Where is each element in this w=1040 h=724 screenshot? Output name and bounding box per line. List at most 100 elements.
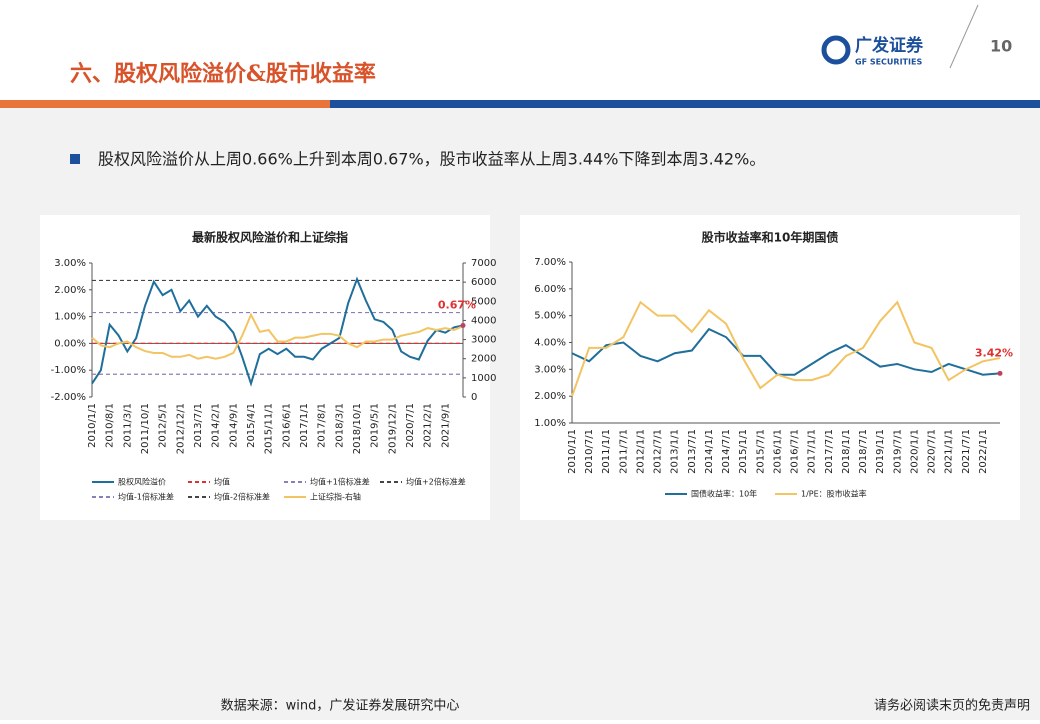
legend-label: 均值-1倍标准差	[118, 492, 174, 502]
x-tick-label: 2017/1/1	[807, 429, 818, 474]
x-tick-label: 2015/11/1	[264, 403, 275, 454]
x-tick-label: 2014/2/1	[211, 403, 222, 448]
y2-tick-label: 0	[471, 392, 477, 403]
end-marker	[460, 322, 466, 328]
x-tick-label: 2010/7/1	[584, 429, 595, 474]
y-tick-label: 1.00%	[534, 418, 566, 429]
y-tick-label: 3.00%	[534, 364, 566, 375]
legend-label: 均值	[214, 477, 230, 487]
x-tick-label: 2012/12/1	[175, 403, 186, 454]
series-line	[91, 312, 464, 360]
series-line	[571, 327, 1001, 376]
y-tick-label: -1.00%	[51, 365, 86, 376]
x-tick-label: 2011/7/1	[618, 429, 629, 474]
chart-title: 股市收益率和10年期国债	[702, 230, 839, 245]
series-line	[571, 300, 1001, 397]
end-marker	[997, 370, 1003, 376]
legend-label: 均值+2倍标准差	[406, 477, 466, 487]
footer-disclaimer: 请务必阅读末页的免责声明	[874, 698, 1030, 714]
x-tick-label: 2014/7/1	[721, 429, 732, 474]
x-tick-label: 2013/7/1	[193, 403, 204, 448]
x-tick-label: 2015/7/1	[755, 429, 766, 474]
x-tick-label: 2018/1/1	[841, 429, 852, 474]
y-tick-label: 4.00%	[534, 338, 566, 349]
x-tick-label: 2011/1/1	[601, 429, 612, 474]
y-tick-label: 2.00%	[54, 285, 86, 296]
y-tick-label: 0.00%	[54, 338, 86, 349]
legend-label: 均值-2倍标准差	[214, 492, 270, 502]
y2-tick-label: 2000	[471, 354, 496, 365]
x-tick-label: 2021/2/1	[423, 403, 434, 448]
legend-label: 股权风险溢价	[118, 477, 166, 487]
x-tick-label: 2012/7/1	[653, 429, 664, 474]
x-tick-label: 2012/1/1	[635, 429, 646, 474]
y2-tick-label: 4000	[471, 315, 496, 326]
annotation: 3.42%	[975, 346, 1013, 359]
x-tick-label: 2016/6/1	[281, 403, 292, 448]
y-tick-label: -2.00%	[51, 392, 86, 403]
x-tick-label: 2021/7/1	[961, 429, 972, 474]
x-tick-label: 2017/7/1	[824, 429, 835, 474]
x-tick-label: 2020/1/1	[909, 429, 920, 474]
divider	[949, 4, 979, 69]
logo-en: GF SECURITIES	[855, 58, 922, 67]
x-tick-label: 2022/1/1	[978, 429, 989, 474]
y2-tick-label: 3000	[471, 335, 496, 346]
x-tick-label: 2015/1/1	[738, 429, 749, 474]
x-tick-label: 2015/4/1	[246, 403, 257, 448]
x-tick-label: 2013/7/1	[687, 429, 698, 474]
page-number: 10	[990, 37, 1012, 56]
x-tick-label: 2012/5/1	[158, 403, 169, 448]
y2-tick-label: 5000	[471, 296, 496, 307]
header-bar	[0, 100, 1040, 108]
x-tick-label: 2019/7/1	[892, 429, 903, 474]
y2-tick-label: 7000	[471, 258, 496, 269]
y-tick-label: 7.00%	[534, 257, 566, 268]
x-tick-label: 2014/1/1	[704, 429, 715, 474]
x-tick-label: 2010/1/1	[87, 403, 98, 448]
y-tick-label: 1.00%	[54, 312, 86, 323]
footer-source: 数据来源：wind，广发证券发展研究中心	[221, 698, 460, 714]
legend-label: 上证综指-右轴	[310, 492, 361, 502]
x-tick-label: 2014/9/1	[228, 403, 239, 448]
chart-bg	[40, 215, 490, 520]
legend-label: 1/PE：股市收益率	[801, 489, 867, 499]
legend-label: 国债收益率：10年	[691, 489, 757, 499]
header-bar-accent	[0, 100, 330, 108]
series-line	[91, 276, 464, 387]
logo-text: 广发证券	[855, 35, 924, 56]
x-tick-label: 2013/1/1	[670, 429, 681, 474]
logo-icon	[821, 35, 851, 65]
y-tick-label: 5.00%	[534, 311, 566, 322]
annotation: 0.67%	[438, 298, 476, 311]
y-tick-label: 6.00%	[534, 284, 566, 295]
x-tick-label: 2016/7/1	[790, 429, 801, 474]
x-tick-label: 2019/12/1	[387, 403, 398, 454]
x-tick-label: 2018/7/1	[858, 429, 869, 474]
slide-title: 六、股权风险溢价&股市收益率	[70, 61, 376, 87]
x-tick-label: 2011/3/1	[122, 403, 133, 448]
x-tick-label: 2019/5/1	[370, 403, 381, 448]
x-tick-label: 2011/10/1	[140, 403, 151, 454]
x-tick-label: 2016/1/1	[772, 429, 783, 474]
chart-title: 最新股权风险溢价和上证综指	[192, 230, 348, 245]
y-tick-label: 3.00%	[54, 258, 86, 269]
x-tick-label: 2010/1/1	[567, 429, 578, 474]
x-tick-label: 2017/8/1	[317, 403, 328, 448]
x-tick-label: 2020/7/1	[927, 429, 938, 474]
bullet-icon	[70, 154, 80, 164]
x-tick-label: 2021/9/1	[440, 403, 451, 448]
x-tick-label: 2021/1/1	[944, 429, 955, 474]
x-tick-label: 2017/1/1	[299, 403, 310, 448]
x-tick-label: 2018/3/1	[334, 403, 345, 448]
y-tick-label: 2.00%	[534, 391, 566, 402]
x-tick-label: 2019/1/1	[875, 429, 886, 474]
legend-label: 均值+1倍标准差	[310, 477, 370, 487]
y2-tick-label: 1000	[471, 373, 496, 384]
x-tick-label: 2010/8/1	[105, 403, 116, 448]
y2-tick-label: 6000	[471, 277, 496, 288]
bullet-text: 股权风险溢价从上周0.66%上升到本周0.67%，股市收益率从上周3.44%下降…	[98, 150, 765, 169]
x-tick-label: 2018/10/1	[352, 403, 363, 454]
